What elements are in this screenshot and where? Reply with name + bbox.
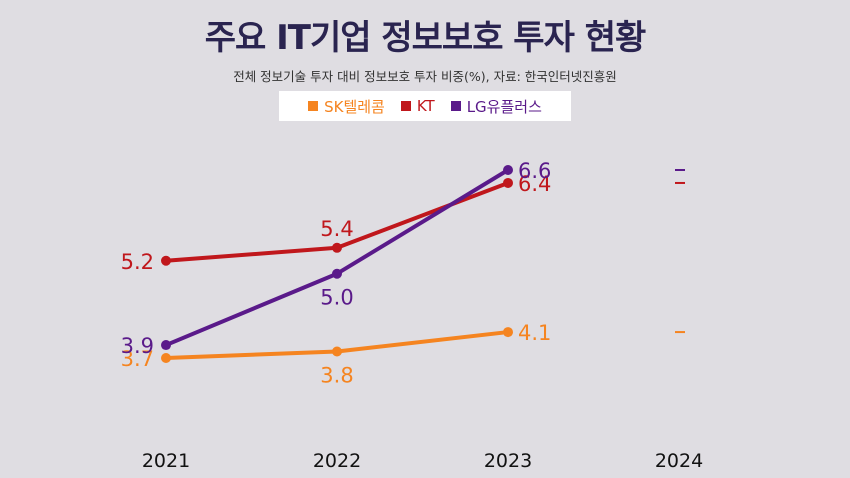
data-point-skt-2021 (161, 353, 171, 363)
legend-item-lgu: LG유플러스 (450, 96, 542, 117)
data-label-kt-2023: 6.4 (518, 172, 551, 196)
data-point-kt-2021 (161, 255, 171, 266)
data-label-lgu-2023: 6.6 (518, 159, 551, 183)
x-tick-label-2021: 2021 (142, 450, 190, 472)
x-tick-label-2022: 2022 (313, 450, 361, 472)
data-point-lgu-2023 (503, 165, 513, 175)
data-label-kt-2022: 5.4 (320, 217, 353, 241)
data-point-kt-2022 (332, 242, 342, 253)
data-label-kt-2021: 5.2 (121, 250, 154, 274)
data-point-skt-2022 (332, 346, 342, 357)
legend-swatch-kt (400, 101, 411, 111)
legend-swatch-lgu (450, 101, 461, 111)
chart-subtitle: 전체 정보기술 투자 대비 정보보호 투자 비중(%), 자료: 한국인터넷진흥… (233, 69, 617, 84)
chart-title: 주요 IT기업 정보보호 투자 현황 (204, 18, 647, 58)
legend: SK텔레콤 KT LG유플러스 (279, 91, 571, 121)
legend-item-skt: SK텔레콤 (308, 96, 385, 117)
data-point-kt-2023 (503, 177, 513, 188)
data-label-skt-2021: 3.7 (121, 347, 154, 371)
x-tick-label-2023: 2023 (484, 450, 532, 472)
data-label-skt-2022: 3.8 (320, 364, 353, 388)
legend-label-skt: SK텔레콤 (324, 97, 385, 116)
data-label-lgu-2022: 5.0 (320, 286, 353, 310)
data-label-skt-2023: 4.1 (518, 321, 551, 345)
data-point-skt-2023 (503, 327, 513, 338)
data-label-lgu-2021: 3.9 (121, 334, 154, 358)
x-tick-label-2024: 2024 (655, 450, 703, 472)
legend-swatch-skt (308, 101, 319, 111)
legend-item-kt: KT (400, 97, 435, 115)
data-point-lgu-2022 (332, 268, 342, 279)
data-point-lgu-2021 (161, 340, 171, 351)
legend-label-kt: KT (416, 97, 435, 115)
legend-label-lgu: LG유플러스 (466, 97, 542, 116)
